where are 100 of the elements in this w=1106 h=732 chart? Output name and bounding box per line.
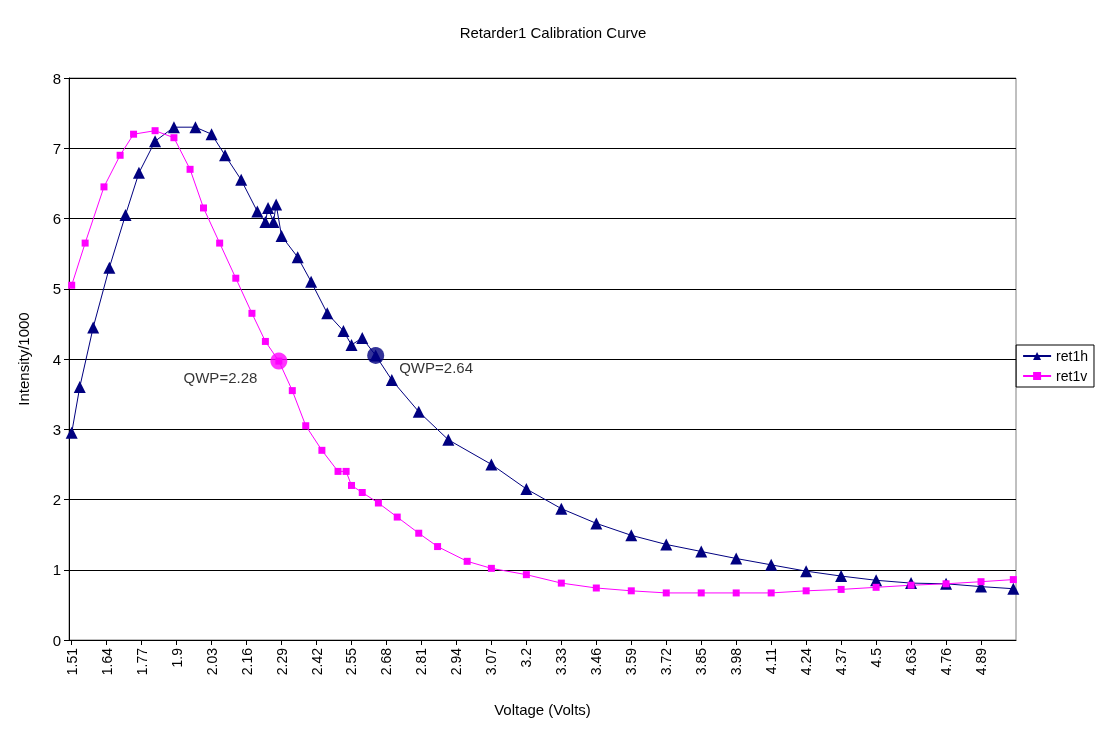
point	[275, 230, 288, 243]
point	[261, 337, 269, 345]
point	[189, 121, 202, 134]
x-tick-label: 2.29	[273, 647, 290, 676]
point	[232, 274, 240, 282]
annotation: QWP=2.64	[399, 358, 473, 376]
x-tick-label: 3.46	[588, 647, 605, 676]
x-tick-label: 4.37	[833, 647, 850, 676]
point	[149, 135, 162, 148]
point	[302, 422, 310, 430]
x-tick-label: 1.77	[133, 647, 150, 676]
x-tick-label: 4.5	[868, 647, 885, 668]
y-tick-label: 2	[52, 491, 61, 508]
point	[412, 405, 425, 418]
y-tick-label: 5	[52, 280, 61, 298]
x-axis-title: Voltage (Volts)	[494, 701, 591, 718]
point	[130, 130, 138, 138]
point	[132, 166, 145, 179]
point	[592, 584, 600, 592]
point	[374, 499, 382, 507]
point	[872, 583, 880, 591]
point	[393, 513, 401, 521]
point	[487, 564, 495, 572]
point	[442, 433, 455, 446]
x-tick-label: 3.2	[518, 647, 535, 668]
point	[732, 589, 740, 597]
point	[907, 581, 915, 589]
point	[660, 538, 673, 551]
point	[167, 121, 180, 134]
y-tick-label: 7	[52, 139, 61, 157]
point	[219, 149, 232, 162]
x-tick-label: 2.94	[448, 647, 465, 676]
x-tick-label: 3.85	[693, 647, 710, 676]
point	[235, 173, 248, 186]
point	[730, 552, 743, 565]
point	[1009, 576, 1017, 584]
point	[356, 331, 369, 344]
point	[68, 281, 76, 289]
point	[555, 502, 568, 515]
point	[1007, 582, 1020, 595]
point	[765, 558, 778, 571]
point	[337, 324, 350, 337]
x-tick-label: 3.07	[483, 647, 500, 676]
x-tick-label: 2.03	[203, 647, 220, 676]
point	[87, 321, 100, 334]
point	[119, 208, 132, 221]
point	[697, 589, 705, 597]
point	[625, 529, 638, 542]
point	[270, 198, 283, 211]
point	[977, 578, 985, 586]
point	[65, 426, 78, 439]
point	[802, 587, 810, 595]
point	[557, 579, 565, 587]
point	[627, 587, 635, 595]
point	[73, 381, 86, 394]
x-tick-label: 4.89	[973, 647, 990, 676]
y-tick-label: 8	[52, 69, 61, 87]
point	[334, 467, 342, 475]
point	[385, 374, 398, 387]
x-tick-label: 1.9	[168, 647, 185, 668]
point	[358, 488, 366, 496]
point	[251, 205, 264, 218]
point	[186, 165, 194, 173]
x-tick-label: 2.68	[378, 647, 395, 676]
y-tick-label: 4	[52, 350, 61, 368]
annotation: QWP=2.28	[183, 368, 258, 386]
legend-label: ret1h	[1056, 348, 1089, 364]
point	[434, 543, 442, 551]
point	[837, 585, 845, 593]
point	[116, 151, 124, 159]
chart-title: Retarder1 Calibration Curve	[459, 24, 647, 41]
y-tick-label: 3	[52, 420, 61, 438]
point	[590, 517, 603, 530]
y-tick-label: 6	[52, 210, 61, 227]
point	[200, 204, 208, 212]
point	[485, 458, 498, 471]
x-tick-label: 3.72	[658, 647, 675, 676]
legend-label: ret1v	[1056, 368, 1088, 384]
point	[100, 183, 108, 191]
point	[520, 482, 533, 495]
x-tick-label: 4.24	[798, 647, 815, 676]
x-tick-label: 3.98	[728, 647, 745, 676]
point	[262, 201, 275, 214]
point	[291, 251, 304, 264]
x-tick-label: 3.33	[553, 647, 570, 676]
x-tick-label: 4.11	[763, 647, 780, 675]
y-tick-label: 1	[52, 561, 61, 579]
x-tick-label: 2.81	[413, 647, 430, 676]
point	[463, 557, 471, 565]
point	[216, 239, 224, 247]
point	[288, 387, 296, 395]
point	[103, 261, 116, 274]
y-tick-label: 0	[52, 631, 61, 649]
point	[305, 275, 318, 288]
point	[835, 570, 848, 583]
point	[522, 571, 530, 579]
point	[345, 338, 358, 351]
x-tick-label: 4.63	[903, 647, 920, 676]
x-tick-label: 1.51	[63, 647, 80, 676]
point	[318, 446, 326, 454]
